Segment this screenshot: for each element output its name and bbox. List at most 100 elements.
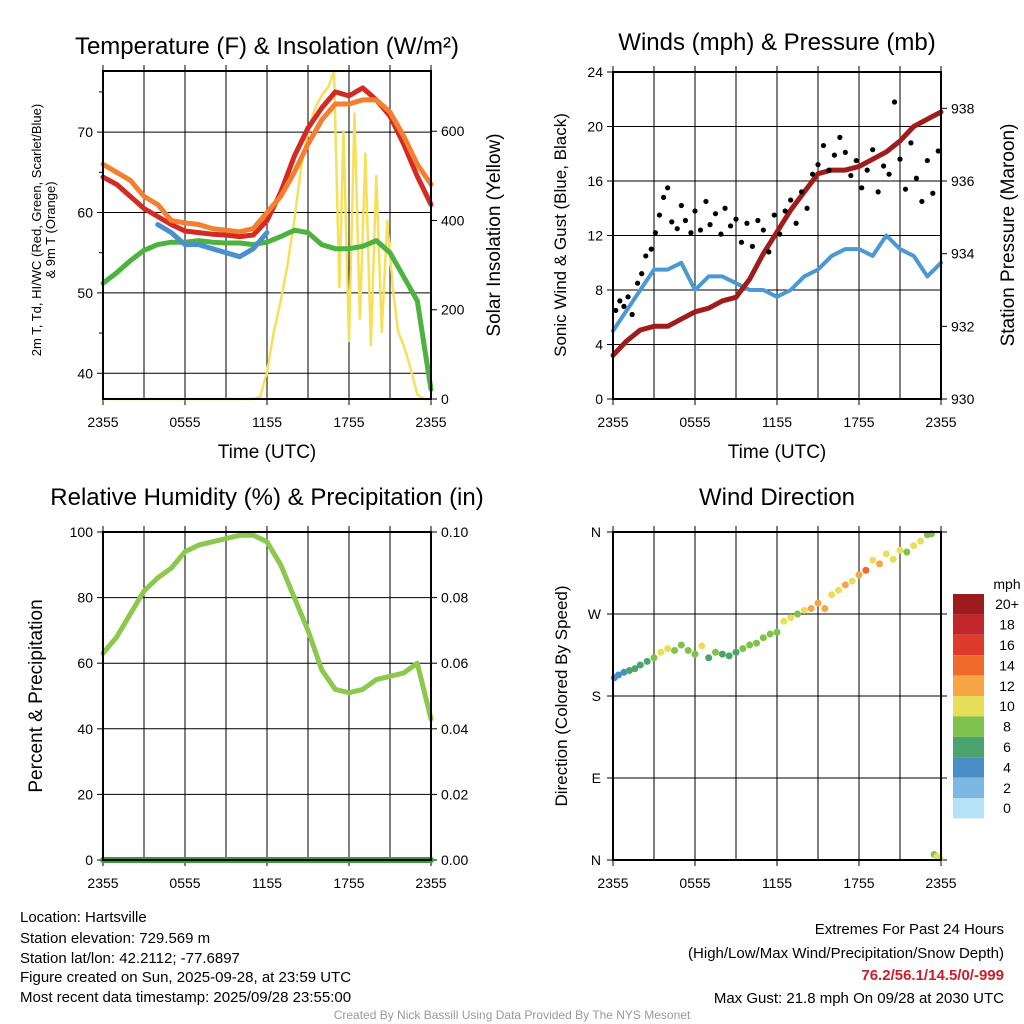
max-gust: Max Gust: 21.8 mph On 09/28 at 2030 UTC <box>714 990 1004 1007</box>
wind-direction-point <box>725 652 733 660</box>
winds-x-tick-label: 1755 <box>843 414 874 430</box>
wind-direction-point <box>800 606 808 614</box>
wind-y-tick-label: 0 <box>595 391 603 407</box>
gust-point <box>629 311 635 318</box>
pressure-y-tick-label: 930 <box>951 391 975 407</box>
humidity-x-tick-label: 1755 <box>333 875 364 891</box>
extremes-values: 76.2/56.1/14.5/0/-999 <box>861 967 1004 984</box>
wind-direction-point <box>625 666 633 674</box>
gust-point <box>755 217 761 224</box>
legend-label: 2 <box>1003 780 1011 796</box>
pressure-y-label: Station Pressure (Maroon) <box>998 124 1019 347</box>
legend-swatch <box>953 594 984 615</box>
legend-label: 4 <box>1003 759 1011 775</box>
wind-direction-point <box>664 645 672 653</box>
humidity-y-tick-label: 60 <box>77 655 93 671</box>
wind-y-tick-label: 4 <box>595 337 603 353</box>
series-line-hi-wc <box>155 222 270 260</box>
gust-point <box>648 246 654 252</box>
precip-y-tick-label: 0.08 <box>441 590 468 606</box>
temperature-x-label: Time (UTC) <box>218 442 317 463</box>
gust-point <box>782 208 788 214</box>
wind-direction-point <box>705 654 713 662</box>
extremes-title: Extremes For Past 24 Hours <box>815 921 1004 938</box>
gust-point <box>902 186 909 192</box>
gust-point <box>853 157 859 164</box>
gust-point <box>639 271 645 277</box>
direction-y-label: Direction (Colored By Speed) <box>552 585 571 806</box>
winds-x-label: Time (UTC) <box>728 442 827 463</box>
wind-direction-point <box>862 566 870 574</box>
wind-direction-point <box>835 586 842 594</box>
wind-direction-point <box>746 641 754 649</box>
gust-point <box>804 205 810 211</box>
gust-point <box>660 194 667 200</box>
wind-direction-point <box>643 657 651 665</box>
gust-point <box>848 172 854 179</box>
wind-y-tick-label: 20 <box>587 119 603 135</box>
gust-point <box>744 220 750 226</box>
gust-point <box>617 298 623 304</box>
wind-direction-point <box>753 639 760 647</box>
wind-direction-point <box>698 642 706 650</box>
direction-y-tick-label: W <box>588 606 602 622</box>
gust-point <box>727 223 734 229</box>
wind-direction-point <box>732 648 740 656</box>
gust-point <box>621 303 627 309</box>
legend-label: 14 <box>999 657 1015 673</box>
temperature-y-tick-label: 40 <box>77 365 93 381</box>
temperature-y-label: 2m T, Td, HI/WC (Red, Green, Scarlet/Blu… <box>29 104 44 356</box>
gust-point <box>643 253 649 259</box>
wind-y-tick-label: 24 <box>587 64 603 80</box>
wind-direction-point <box>636 661 644 669</box>
gust-point <box>669 219 675 225</box>
gust-point <box>707 222 713 228</box>
pressure-y-tick-label: 934 <box>951 246 975 262</box>
gust-point <box>625 294 631 300</box>
solar-y-tick-label: 200 <box>441 302 465 318</box>
gust-point <box>881 163 887 169</box>
temperature-x-tick-label: 0555 <box>169 414 200 430</box>
gust-point <box>826 167 832 173</box>
humidity-y-tick-label: 0 <box>85 852 93 868</box>
temperature-x-tick-label: 2355 <box>415 414 446 430</box>
wind-direction-point <box>896 546 904 554</box>
gust-point <box>682 217 689 224</box>
temperature-x-tick-label: 2355 <box>87 414 118 430</box>
temperature-x-tick-label: 1755 <box>333 414 364 430</box>
wind-direction-point <box>684 646 692 654</box>
humidity-y-tick-label: 20 <box>77 786 93 802</box>
gust-point <box>718 231 724 237</box>
precip-y-tick-label: 0.06 <box>441 655 468 671</box>
solar-y-tick-label: 600 <box>441 123 465 139</box>
wind-direction-point <box>739 645 747 653</box>
precip-y-tick-label: 0.04 <box>441 721 468 737</box>
legend-swatch <box>953 757 984 778</box>
winds-x-tick-label: 2355 <box>925 414 956 430</box>
precip-y-tick-label: 0.00 <box>441 852 468 868</box>
humidity-chart-title: Relative Humidity (%) & Precipitation (i… <box>50 484 483 511</box>
wind-direction-point <box>631 665 639 673</box>
gust-point <box>722 205 728 211</box>
wind-direction-point <box>773 628 781 636</box>
plot-frame <box>612 531 942 861</box>
winds-x-tick-label: 2355 <box>597 414 628 430</box>
humidity-x-tick-label: 2355 <box>87 875 118 891</box>
direction-y-tick-label: N <box>591 852 601 868</box>
wind-direction-point <box>848 577 856 585</box>
wind-direction-point <box>718 650 726 658</box>
legend-swatch <box>953 675 984 696</box>
gust-point <box>886 171 892 177</box>
direction-x-tick-label: 2355 <box>597 875 628 891</box>
gust-point <box>935 148 941 154</box>
wind-direction-point <box>889 555 897 563</box>
legend-swatch <box>953 696 984 717</box>
legend-swatch <box>953 716 984 737</box>
gust-point <box>799 189 805 195</box>
solar-insolation-line <box>101 69 433 401</box>
precip-y-tick-label: 0.02 <box>441 786 468 802</box>
pressure-line <box>610 109 944 358</box>
info-location: Location: Hartsville <box>20 909 147 926</box>
wind-direction-point <box>780 617 788 625</box>
wind-direction-point <box>882 550 890 558</box>
